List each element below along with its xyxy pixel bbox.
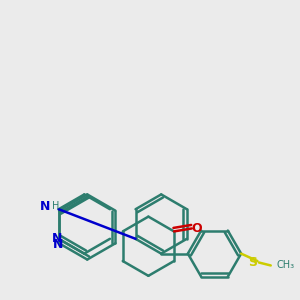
Text: S: S — [248, 256, 257, 269]
Text: CH₃: CH₃ — [277, 260, 295, 271]
Text: H: H — [52, 201, 59, 211]
Text: N: N — [40, 200, 50, 213]
Text: N: N — [52, 232, 62, 245]
Text: N: N — [52, 238, 63, 251]
Text: O: O — [191, 222, 202, 235]
